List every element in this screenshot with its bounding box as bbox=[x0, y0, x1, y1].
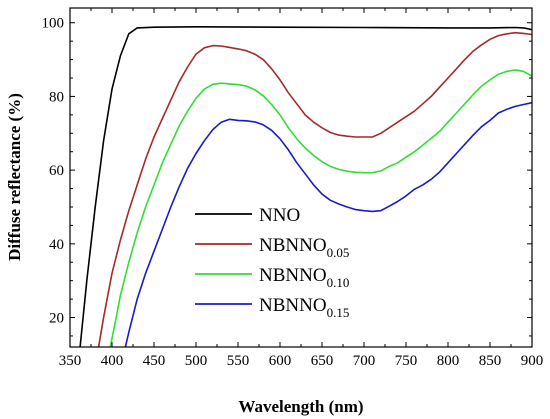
series-line-nbnno0-05 bbox=[97, 31, 532, 347]
y-tick-label: 40 bbox=[49, 237, 64, 253]
legend-label: NBNNO0.05 bbox=[259, 235, 349, 260]
x-tick-label: 400 bbox=[101, 353, 124, 369]
x-tick-label: 650 bbox=[311, 353, 334, 369]
series-line-nbnno0-15 bbox=[124, 101, 532, 347]
x-tick-label: 850 bbox=[479, 353, 502, 369]
x-tick-label: 350 bbox=[59, 353, 82, 369]
x-tick-label: 450 bbox=[143, 353, 166, 369]
legend: NNO NBNNO0.05 NBNNO0.10 NBNNO0.15 bbox=[195, 205, 349, 320]
x-tick-label: 900 bbox=[521, 353, 544, 369]
y-tick-label: 20 bbox=[49, 311, 64, 327]
x-tick-label: 500 bbox=[185, 353, 208, 369]
y-tick-label: 100 bbox=[42, 16, 65, 32]
axis-tick-labels: 350 400 450 500 550 600 650 700 750 800 850 900 20 40… bbox=[42, 16, 544, 369]
series-line-nno bbox=[79, 26, 532, 347]
x-tick-label: 600 bbox=[269, 353, 292, 369]
legend-label: NBNNO0.10 bbox=[259, 265, 349, 290]
series-line-nbnno0-10 bbox=[109, 69, 532, 347]
legend-label: NBNNO0.15 bbox=[259, 295, 349, 320]
x-tick-label: 700 bbox=[353, 353, 376, 369]
legend-label: NNO bbox=[259, 205, 300, 226]
x-axis-title: Wavelength (nm) bbox=[238, 397, 363, 416]
axis-ticks bbox=[69, 8, 533, 347]
x-tick-label: 800 bbox=[437, 353, 460, 369]
x-tick-label: 550 bbox=[227, 353, 250, 369]
series-lines bbox=[79, 26, 532, 347]
y-tick-label: 60 bbox=[49, 163, 64, 179]
y-tick-label: 80 bbox=[49, 89, 64, 105]
x-tick-label: 750 bbox=[395, 353, 418, 369]
y-axis-title: Diffuse reflectance (%) bbox=[5, 93, 24, 261]
